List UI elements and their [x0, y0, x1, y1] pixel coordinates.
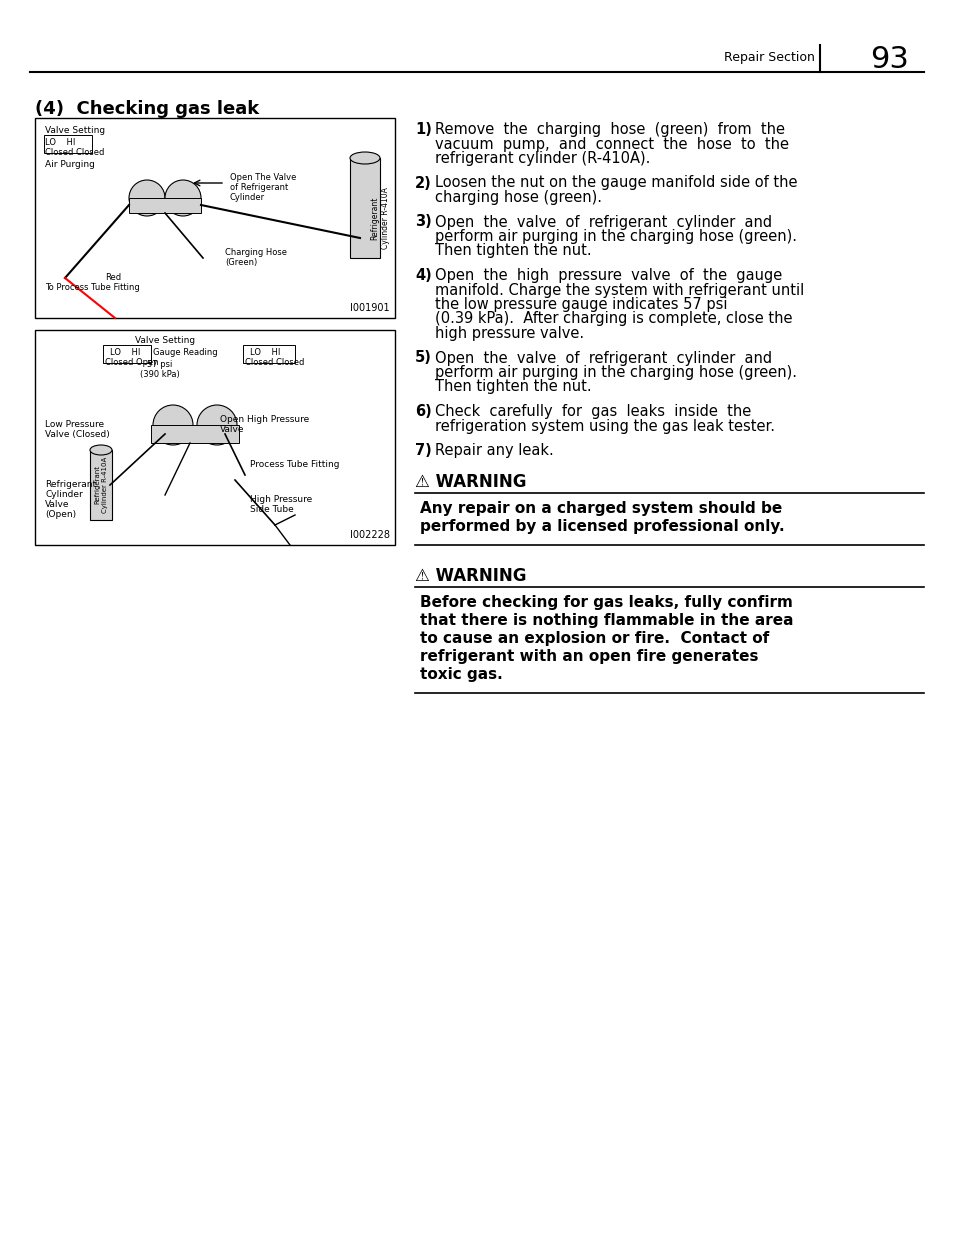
Text: (390 kPa): (390 kPa) — [140, 370, 180, 379]
Text: ⚠ WARNING: ⚠ WARNING — [415, 567, 526, 584]
Text: Red: Red — [105, 273, 121, 282]
Text: of Refrigerant: of Refrigerant — [230, 183, 288, 191]
Text: Repair any leak.: Repair any leak. — [435, 443, 553, 458]
Circle shape — [152, 405, 193, 445]
Text: (0.39 kPa).  After charging is complete, close the: (0.39 kPa). After charging is complete, … — [435, 311, 792, 326]
FancyBboxPatch shape — [35, 119, 395, 317]
Bar — [103, 345, 151, 363]
Text: performed by a licensed professional only.: performed by a licensed professional onl… — [419, 519, 783, 534]
Text: Closed Closed: Closed Closed — [245, 358, 304, 367]
Text: Charging Hose: Charging Hose — [225, 248, 287, 257]
Bar — [90, 450, 112, 520]
Text: 7): 7) — [415, 443, 432, 458]
Text: vacuum  pump,  and  connect  the  hose  to  the: vacuum pump, and connect the hose to the — [435, 137, 788, 152]
Bar — [129, 198, 201, 212]
Text: manifold. Charge the system with refrigerant until: manifold. Charge the system with refrige… — [435, 283, 803, 298]
Text: Cylinder: Cylinder — [230, 193, 265, 203]
Text: Gauge Reading: Gauge Reading — [152, 348, 217, 357]
Text: Then tighten the nut.: Then tighten the nut. — [435, 379, 591, 394]
Text: Refrigerant
Cylinder R-410A: Refrigerant Cylinder R-410A — [370, 186, 389, 249]
Text: 2): 2) — [415, 175, 432, 190]
Text: To Process Tube Fitting: To Process Tube Fitting — [45, 283, 139, 291]
Text: Refrigerant
Cylinder R-410A: Refrigerant Cylinder R-410A — [94, 457, 108, 513]
Text: perform air purging in the charging hose (green).: perform air purging in the charging hose… — [435, 228, 796, 245]
Text: Remove  the  charging  hose  (green)  from  the: Remove the charging hose (green) from th… — [435, 122, 784, 137]
Text: LO    HI: LO HI — [110, 348, 140, 357]
Text: (Open): (Open) — [45, 510, 76, 519]
Text: to cause an explosion or fire.  Contact of: to cause an explosion or fire. Contact o… — [419, 631, 768, 646]
Text: High Pressure: High Pressure — [250, 495, 312, 504]
Text: Repair Section: Repair Section — [723, 52, 814, 64]
Text: (Green): (Green) — [225, 258, 257, 267]
Text: 93: 93 — [870, 46, 908, 74]
Bar — [44, 135, 91, 153]
Text: Open The Valve: Open The Valve — [230, 173, 296, 182]
Ellipse shape — [90, 445, 112, 454]
Text: LO    HI: LO HI — [250, 348, 280, 357]
Text: Any repair on a charged system should be: Any repair on a charged system should be — [419, 500, 781, 515]
FancyBboxPatch shape — [35, 330, 395, 545]
Text: Process Tube Fitting: Process Tube Fitting — [250, 459, 339, 469]
Text: high pressure valve.: high pressure valve. — [435, 326, 583, 341]
Text: Refrigerant: Refrigerant — [45, 480, 96, 489]
Text: Closed Closed: Closed Closed — [45, 148, 104, 157]
Circle shape — [165, 180, 201, 216]
Text: Open  the  valve  of  refrigerant  cylinder  and: Open the valve of refrigerant cylinder a… — [435, 215, 771, 230]
Text: 1): 1) — [415, 122, 432, 137]
Text: the low pressure gauge indicates 57 psi: the low pressure gauge indicates 57 psi — [435, 296, 727, 312]
Text: toxic gas.: toxic gas. — [419, 667, 502, 682]
Text: 4): 4) — [415, 268, 432, 283]
Text: refrigeration system using the gas leak tester.: refrigeration system using the gas leak … — [435, 419, 774, 433]
Text: refrigerant cylinder (R-410A).: refrigerant cylinder (R-410A). — [435, 151, 650, 165]
Ellipse shape — [350, 152, 379, 164]
Text: Closed Open: Closed Open — [105, 358, 158, 367]
Text: LO    HI: LO HI — [45, 138, 75, 147]
Text: Cylinder: Cylinder — [45, 490, 83, 499]
Text: 5): 5) — [415, 351, 432, 366]
Circle shape — [196, 405, 236, 445]
Bar — [243, 345, 294, 363]
Text: 3): 3) — [415, 215, 432, 230]
Text: Valve (Closed): Valve (Closed) — [45, 430, 110, 438]
Text: ⚠ WARNING: ⚠ WARNING — [415, 473, 526, 490]
Text: Valve: Valve — [45, 500, 70, 509]
Text: 57 psi: 57 psi — [147, 359, 172, 369]
Text: Valve Setting: Valve Setting — [45, 126, 105, 135]
Text: that there is nothing flammable in the area: that there is nothing flammable in the a… — [419, 613, 793, 627]
Text: (4)  Checking gas leak: (4) Checking gas leak — [35, 100, 259, 119]
Text: Open  the  valve  of  refrigerant  cylinder  and: Open the valve of refrigerant cylinder a… — [435, 351, 771, 366]
Text: 6): 6) — [415, 404, 432, 419]
Text: charging hose (green).: charging hose (green). — [435, 190, 601, 205]
Text: Open  the  high  pressure  valve  of  the  gauge: Open the high pressure valve of the gaug… — [435, 268, 781, 283]
Text: I001901: I001901 — [350, 303, 390, 312]
Text: Valve: Valve — [220, 425, 244, 433]
Circle shape — [129, 180, 165, 216]
Text: Loosen the nut on the gauge manifold side of the: Loosen the nut on the gauge manifold sid… — [435, 175, 797, 190]
Text: I002228: I002228 — [350, 530, 390, 540]
Bar — [350, 158, 379, 258]
Text: Air Purging: Air Purging — [45, 161, 94, 169]
Text: Then tighten the nut.: Then tighten the nut. — [435, 243, 591, 258]
Text: Open High Pressure: Open High Pressure — [220, 415, 309, 424]
Text: Side Tube: Side Tube — [250, 505, 294, 514]
Text: Low Pressure: Low Pressure — [45, 420, 104, 429]
Text: perform air purging in the charging hose (green).: perform air purging in the charging hose… — [435, 366, 796, 380]
Bar — [151, 425, 239, 443]
Text: Check  carefully  for  gas  leaks  inside  the: Check carefully for gas leaks inside the — [435, 404, 750, 419]
Text: refrigerant with an open fire generates: refrigerant with an open fire generates — [419, 648, 758, 663]
Text: Valve Setting: Valve Setting — [134, 336, 194, 345]
Text: Before checking for gas leaks, fully confirm: Before checking for gas leaks, fully con… — [419, 594, 792, 610]
